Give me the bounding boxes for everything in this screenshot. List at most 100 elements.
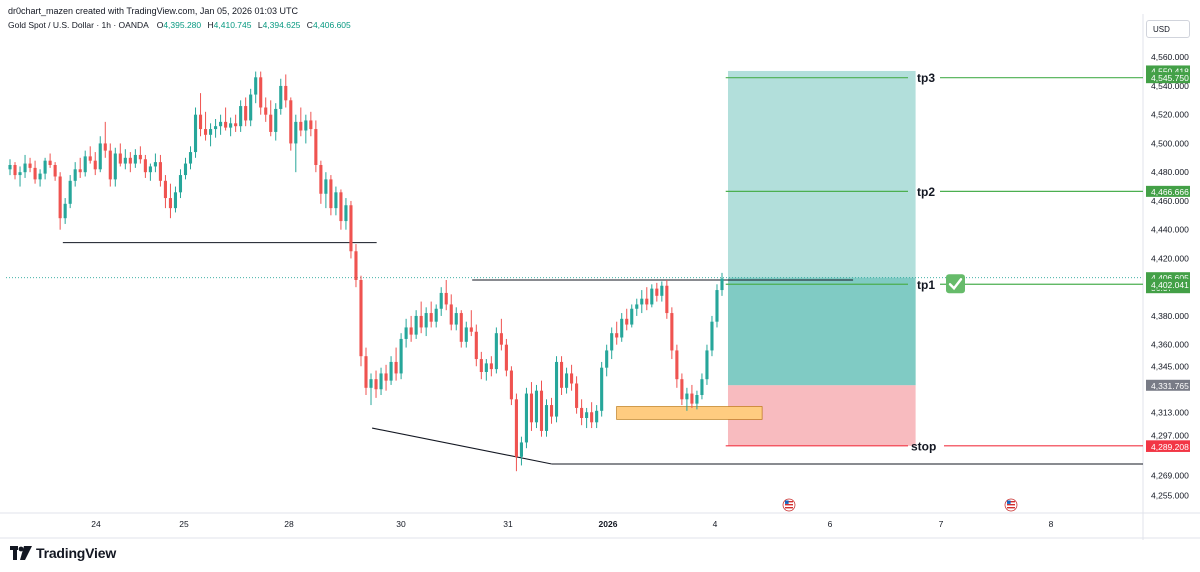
candle <box>123 149 127 170</box>
candle <box>118 143 122 167</box>
y-tick-label: 4,297.000 <box>1151 430 1189 440</box>
demand-zone <box>616 406 763 420</box>
candle <box>193 107 198 158</box>
candle-body <box>324 179 328 194</box>
symbol-title[interactable]: Gold Spot / U.S. Dollar · 1h · OANDA <box>8 20 149 30</box>
candle <box>549 397 554 424</box>
candle <box>444 280 448 311</box>
candle-body <box>404 327 408 339</box>
candle <box>48 153 52 168</box>
y-tick-label: 4,480.000 <box>1151 167 1189 177</box>
candle <box>514 393 518 472</box>
candle <box>63 198 67 224</box>
candle-body <box>534 390 539 423</box>
candle <box>294 114 298 173</box>
candle-body <box>68 180 72 204</box>
tradingview-logo-icon <box>10 546 32 560</box>
price-tag: 4,466.666 <box>1146 185 1190 197</box>
candle <box>379 367 383 395</box>
candle-body <box>414 315 418 335</box>
candle <box>354 244 358 288</box>
candle-body <box>349 205 353 252</box>
checkmark-icon <box>946 274 965 294</box>
candle <box>309 111 313 137</box>
candle-body <box>544 405 549 431</box>
candle <box>209 123 213 147</box>
candle-body <box>690 393 694 404</box>
ohlc-legend[interactable]: Gold Spot / U.S. Dollar · 1h · OANDA O4,… <box>8 20 351 30</box>
candle <box>469 310 473 337</box>
candle <box>43 157 47 180</box>
candle <box>269 100 273 137</box>
candle <box>374 370 378 398</box>
candle-body <box>209 129 213 135</box>
candle-body <box>369 379 373 388</box>
candle <box>650 284 654 308</box>
x-tick-label: 7 <box>939 519 944 529</box>
currency-selector[interactable]: USD <box>1146 20 1190 38</box>
y-tick-label: 4,380.000 <box>1151 311 1189 321</box>
candle <box>534 384 539 429</box>
candle <box>78 157 82 178</box>
candle <box>519 436 523 466</box>
candle <box>183 157 188 180</box>
candle <box>344 198 348 230</box>
candle-body <box>329 179 333 209</box>
candle-body <box>640 298 644 305</box>
candle <box>133 149 137 168</box>
candle <box>83 150 87 177</box>
candle-body <box>519 442 523 457</box>
candle <box>419 301 423 334</box>
candle-body <box>479 359 483 372</box>
candle <box>424 307 428 337</box>
y-tick-label: 4,520.000 <box>1151 110 1189 120</box>
candle-body <box>675 350 679 380</box>
candle <box>414 310 418 339</box>
candle <box>234 114 238 132</box>
candle <box>499 318 503 351</box>
candle <box>404 318 408 348</box>
us-flag-icon <box>1004 498 1018 512</box>
x-tick-label: 25 <box>179 519 189 529</box>
x-tick-label: 2026 <box>599 519 618 529</box>
candle-body <box>444 292 448 305</box>
candle-body <box>374 379 378 390</box>
price-tag: 4,331.765 <box>1146 379 1190 391</box>
candle-body <box>359 280 363 357</box>
candle <box>178 169 183 199</box>
candle-body <box>554 361 559 417</box>
candle-body <box>58 176 62 219</box>
candle-body <box>269 114 273 132</box>
checkmark-icon-tick <box>948 278 963 291</box>
candle-body <box>419 315 423 328</box>
y-tick-label: 4,560.000 <box>1151 52 1189 62</box>
candle-body <box>379 373 383 390</box>
candle <box>244 97 248 127</box>
candle-body <box>138 154 142 160</box>
candle-body <box>38 173 42 180</box>
candle-body <box>88 156 92 161</box>
candle-body <box>469 327 473 332</box>
candle-body <box>133 154 137 164</box>
candle <box>700 373 704 400</box>
x-tick-label: 31 <box>503 519 513 529</box>
candle-body <box>279 85 283 109</box>
candle <box>600 361 604 417</box>
y-tick-label: 4,440.000 <box>1151 225 1189 235</box>
candle <box>630 304 634 328</box>
candle <box>203 111 208 141</box>
candle-body <box>178 175 183 193</box>
candle-body <box>73 169 77 181</box>
candle <box>138 146 142 164</box>
candle <box>28 157 32 173</box>
price-tag-bg <box>1146 278 1190 290</box>
candle-body <box>389 361 393 381</box>
candle <box>640 290 644 314</box>
brand-footer[interactable]: TradingView <box>10 545 116 561</box>
candle-body <box>219 121 223 127</box>
x-tick-label: 6 <box>828 519 833 529</box>
candle <box>128 152 132 173</box>
price-tag-bg <box>1146 72 1190 84</box>
candle <box>554 356 559 423</box>
